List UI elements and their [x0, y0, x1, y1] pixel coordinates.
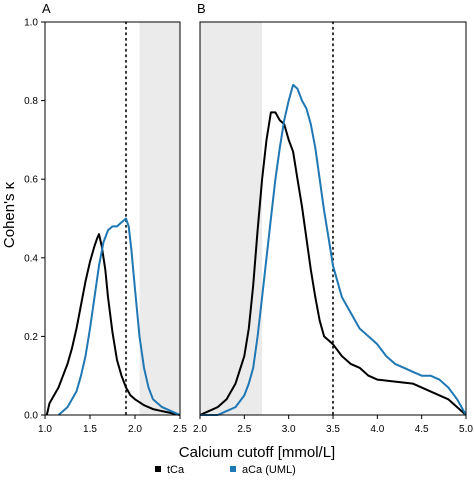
series-line-tca [199, 111, 467, 416]
x-tick-label: 1.5 [83, 424, 97, 435]
panel-label: A [42, 1, 51, 16]
x-tick-label: 3.5 [326, 424, 340, 435]
series-line-aca-uml [200, 83, 467, 416]
y-tick-label: 0.2 [24, 332, 38, 343]
legend-item: tCa [155, 464, 185, 476]
y-tick-label: 0.8 [24, 96, 38, 107]
y-tick-label: 0.0 [24, 411, 38, 422]
x-tick-label: 1.0 [38, 424, 52, 435]
y-tick-label: 0.6 [24, 175, 38, 186]
shaded-region [139, 22, 180, 415]
legend-swatch [230, 466, 236, 472]
x-tick-label: 4.5 [415, 424, 429, 435]
y-axis-label: Cohen's κ [1, 181, 18, 248]
y-tick-label: 1.0 [24, 18, 38, 29]
panel-label: B [197, 1, 206, 16]
legend: tCa aCa (UML) [155, 464, 296, 476]
x-tick-label: 2.0 [193, 424, 207, 435]
y-tick-label: 0.4 [24, 253, 38, 264]
legend-item: aCa (UML) [230, 464, 296, 476]
x-tick-label: 3.0 [282, 424, 296, 435]
x-axis-label: Calcium cutoff [mmol/L] [179, 444, 335, 461]
x-tick-label: 2.0 [128, 424, 142, 435]
series-line-aca-uml [57, 217, 181, 416]
x-tick-label: 5.0 [459, 424, 473, 435]
series-line-tca [45, 233, 181, 416]
legend-swatch [155, 466, 161, 472]
legend-label: tCa [167, 464, 185, 476]
panel-a: 1.0 1.5 2.0 2.5 0.0 0.2 0.4 0.6 0.8 1.0 A [24, 1, 187, 435]
x-tick-label: 2.5 [237, 424, 251, 435]
panel-b: 2.0 2.5 3.0 3.5 4.0 4.5 5.0 B [193, 1, 473, 435]
legend-label: aCa (UML) [242, 464, 296, 476]
shaded-region [200, 22, 263, 415]
x-tick-label: 2.5 [173, 424, 187, 435]
panel-frame [44, 21, 181, 416]
x-tick-label: 4.0 [370, 424, 384, 435]
